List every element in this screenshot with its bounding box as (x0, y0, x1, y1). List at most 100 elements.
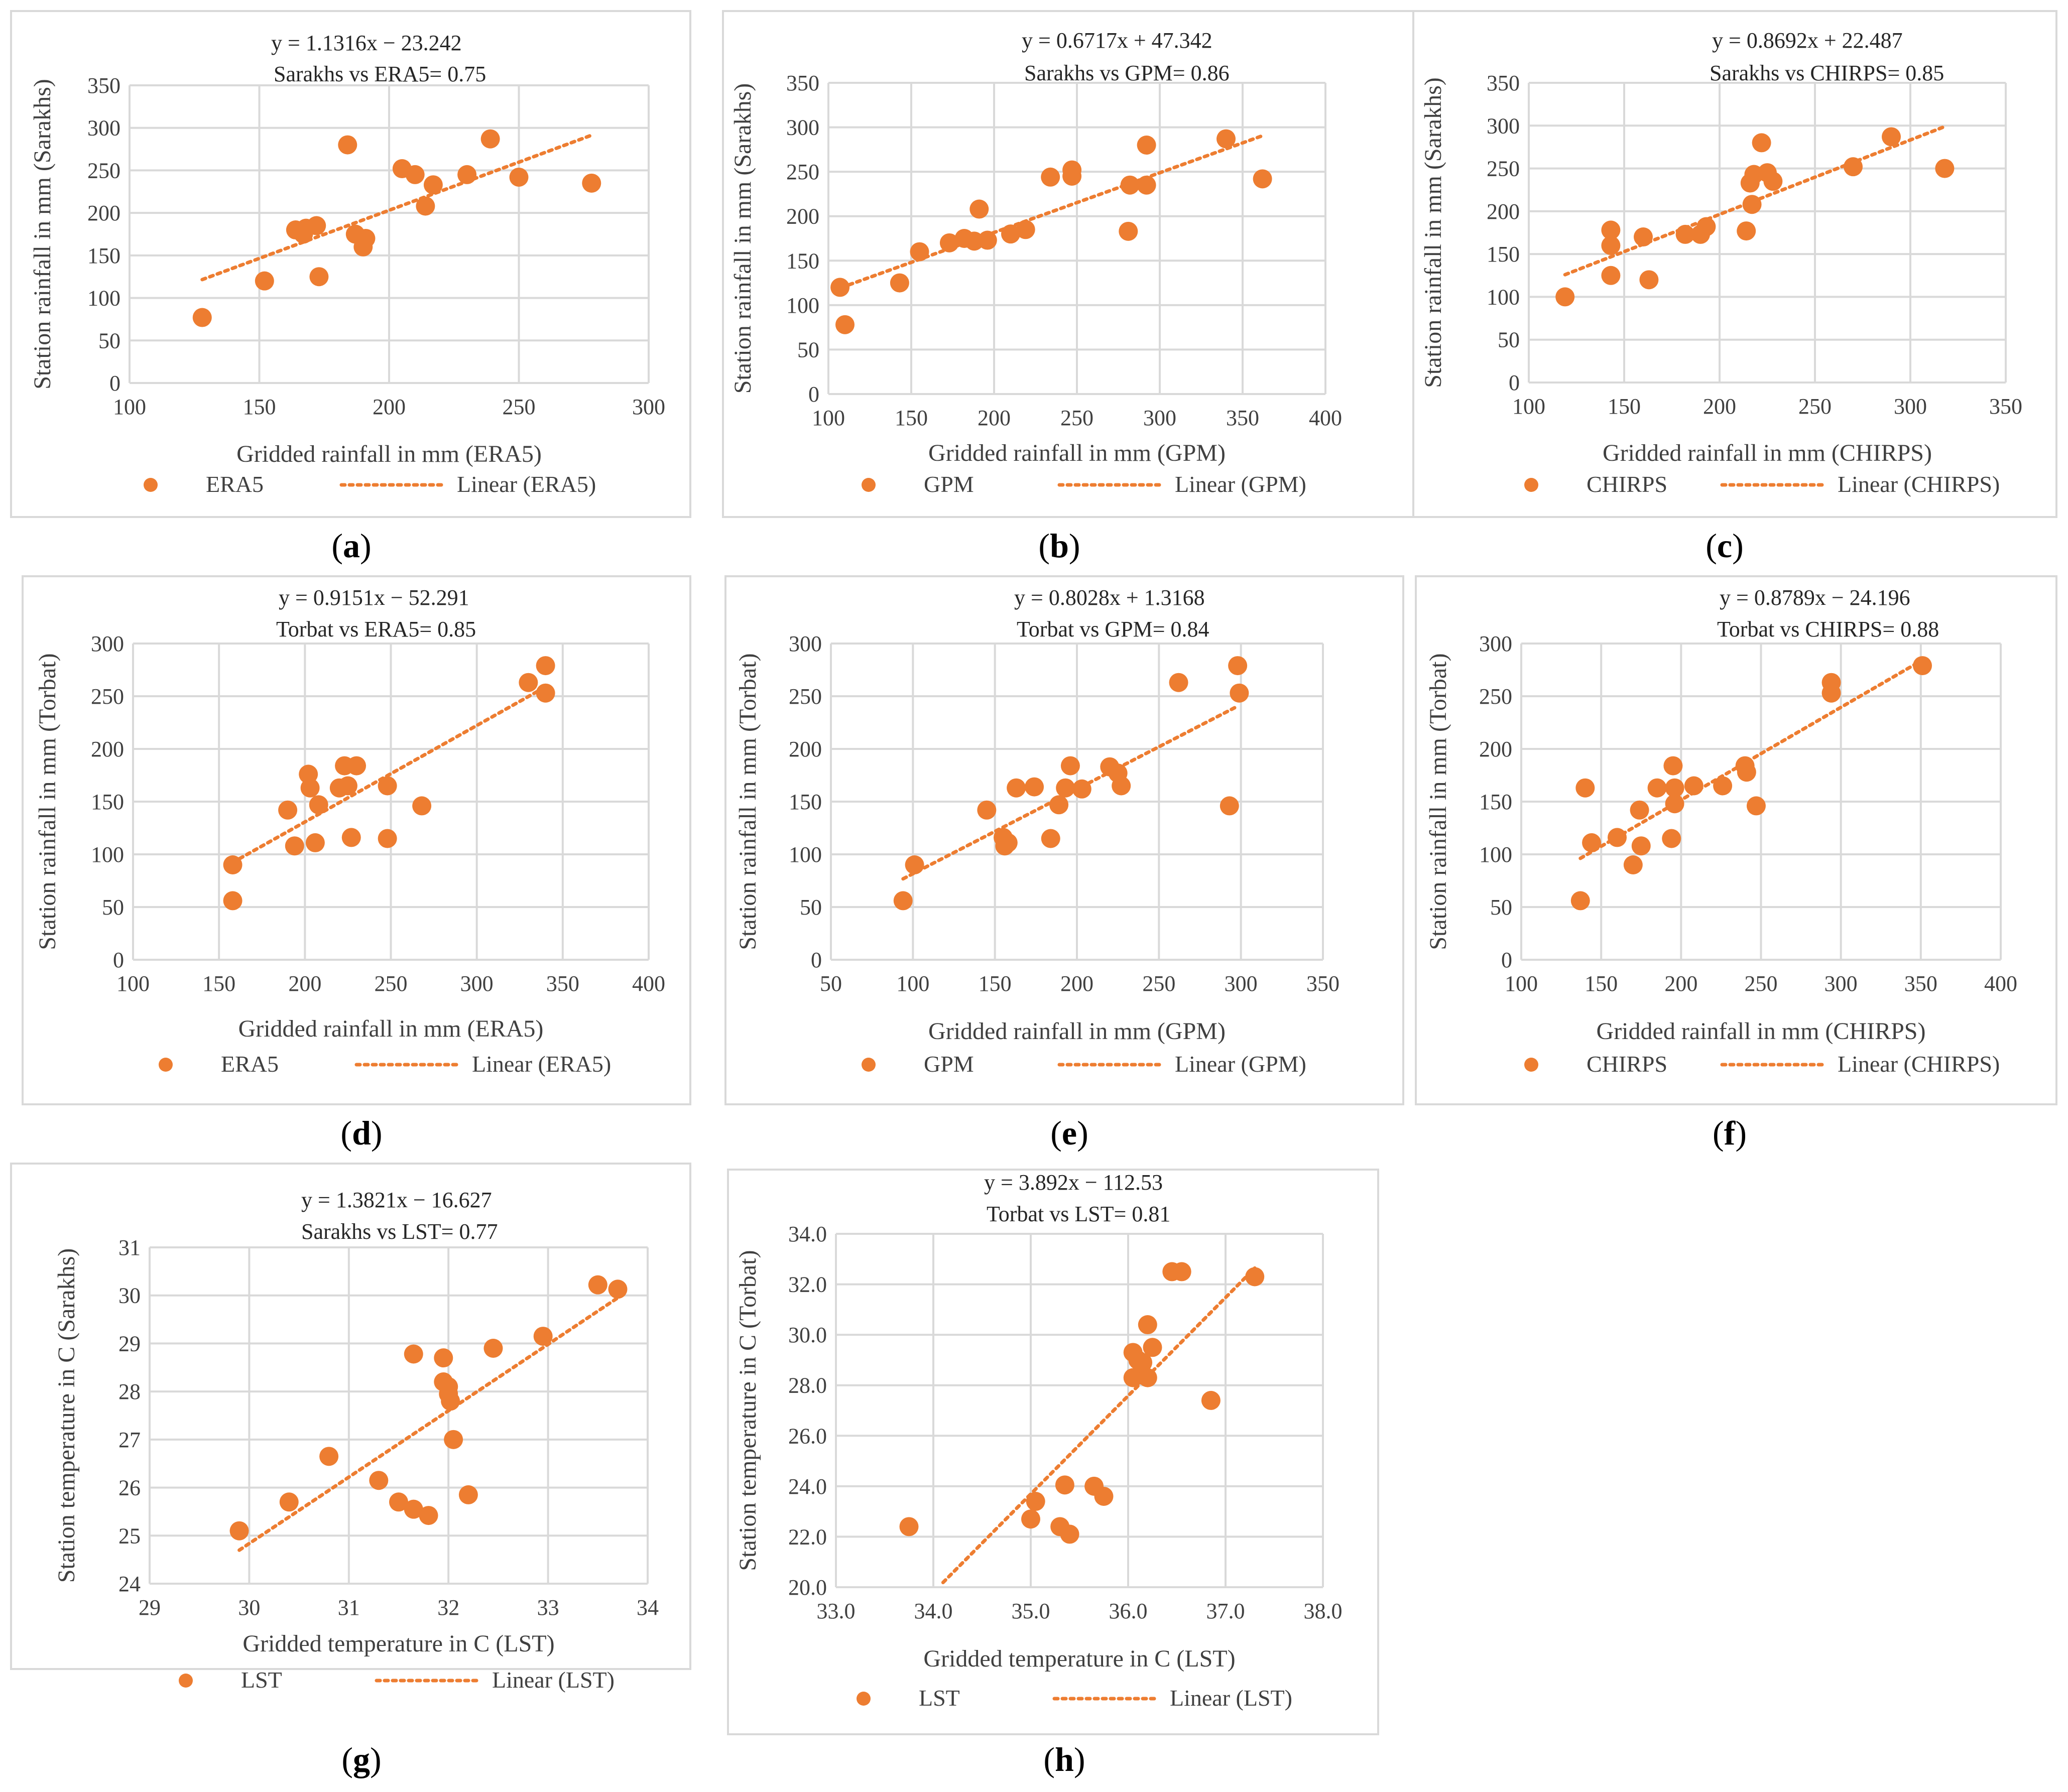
x-tick-label: 350 (1904, 971, 1937, 996)
y-tick-label: 200 (1479, 737, 1512, 761)
data-point (1684, 776, 1704, 796)
y-axis-title: Station rainfall in mm (Sarakhs) (29, 79, 56, 390)
legend-marker-icon (862, 1058, 876, 1072)
legend: CHIRPS Linear (CHIRPS) (1524, 471, 2000, 497)
data-point (536, 683, 555, 703)
data-point (1639, 270, 1659, 290)
x-tick-label: 37.0 (1206, 1599, 1245, 1623)
y-tick-label: 150 (789, 790, 822, 814)
y-tick-label: 150 (1479, 790, 1512, 814)
trend-equation: y = 1.1316x − 23.242 (271, 31, 462, 55)
data-point (1665, 778, 1684, 798)
trend-equation: y = 0.8692x + 22.487 (1712, 28, 1903, 53)
x-tick-label: 150 (895, 406, 928, 430)
y-tick-label: 0 (811, 948, 822, 972)
data-point (939, 233, 959, 252)
data-point (1062, 160, 1082, 180)
data-point (1582, 833, 1602, 852)
data-point (1049, 795, 1069, 815)
x-axis-title: Gridded rainfall in mm (ERA5) (236, 441, 542, 467)
y-tick-label: 50 (1490, 895, 1512, 920)
data-point (1675, 224, 1695, 244)
data-point (347, 756, 367, 776)
y-tick-label: 350 (87, 73, 120, 98)
data-point (1119, 221, 1138, 241)
data-point (423, 175, 443, 195)
x-tick-label: 350 (1226, 406, 1259, 430)
data-point (835, 315, 855, 334)
data-point (434, 1348, 453, 1368)
data-point (356, 228, 376, 248)
y-tick-label: 0 (1509, 370, 1520, 395)
data-point (1601, 236, 1621, 255)
x-axis-title: Gridded rainfall in mm (ERA5) (238, 1015, 544, 1042)
y-tick-label: 150 (87, 243, 120, 268)
correlation-annotation: Sarakhs vs GPM= 0.86 (1024, 61, 1230, 85)
y-axis-title: Station rainfall in mm (Sarakhs) (1420, 77, 1446, 388)
y-tick-label: 100 (786, 293, 819, 318)
x-tick-label: 300 (1894, 394, 1927, 419)
panel-border (10, 10, 691, 518)
data-point (1217, 129, 1236, 149)
data-point (1575, 778, 1595, 798)
data-point (830, 278, 850, 297)
y-tick-label: 28.0 (788, 1373, 827, 1398)
data-point (1060, 756, 1080, 776)
data-point (608, 1279, 628, 1299)
y-tick-label: 200 (789, 737, 822, 761)
y-tick-label: 26 (118, 1476, 141, 1500)
legend-trend-label: Linear (ERA5) (472, 1051, 611, 1077)
x-tick-label: 200 (1664, 971, 1697, 996)
y-axis-title: Station rainfall in mm (Sarakhs) (729, 83, 756, 394)
data-point (1120, 175, 1140, 195)
correlation-annotation: Torbat vs LST= 0.81 (987, 1202, 1170, 1226)
y-tick-label: 50 (102, 895, 124, 920)
data-point (582, 173, 601, 193)
y-tick-label: 300 (1487, 113, 1520, 138)
data-point (369, 1471, 389, 1490)
panel-label: (a) (331, 527, 371, 565)
y-tick-label: 150 (1487, 242, 1520, 267)
panel-label: (f) (1713, 1114, 1747, 1152)
legend: ERA5 Linear (ERA5) (159, 1051, 611, 1077)
legend-marker-icon (1524, 478, 1538, 492)
legend-marker-icon (159, 1058, 173, 1072)
y-tick-label: 250 (87, 158, 120, 183)
x-axis-title: Gridded rainfall in mm (GPM) (928, 440, 1226, 466)
legend: LST Linear (LST) (179, 1667, 615, 1693)
x-tick-label: 200 (373, 395, 406, 419)
x-tick-label: 300 (460, 971, 494, 996)
y-tick-label: 250 (786, 160, 819, 184)
x-tick-label: 100 (812, 406, 845, 430)
x-tick-label: 100 (1512, 394, 1545, 419)
data-point (1143, 1338, 1162, 1357)
data-point (405, 165, 425, 184)
data-point (893, 891, 913, 911)
legend: ERA5 Linear (ERA5) (144, 471, 596, 497)
legend-series-label: ERA5 (221, 1051, 279, 1077)
data-point (1623, 855, 1643, 874)
x-tick-label: 350 (546, 971, 579, 996)
data-point (899, 1517, 919, 1537)
chart-panel-b: 0 50 100 150 200 250 300 350 100 150 200 250 300 350 4… (722, 10, 1433, 565)
x-tick-label: 32 (437, 1595, 459, 1620)
x-tick-label: 30 (238, 1595, 260, 1620)
data-point (998, 833, 1018, 852)
data-point (309, 795, 328, 815)
x-tick-label: 300 (1225, 971, 1258, 996)
y-tick-label: 20.0 (788, 1575, 827, 1600)
data-point (1737, 221, 1756, 241)
data-point (1060, 1524, 1079, 1544)
x-tick-label: 38.0 (1304, 1599, 1343, 1623)
data-point (1138, 1315, 1157, 1335)
data-point (223, 891, 242, 911)
data-point (1169, 673, 1188, 692)
x-tick-label: 36.0 (1109, 1599, 1148, 1623)
x-axis-title: Gridded rainfall in mm (CHIRPS) (1597, 1018, 1926, 1045)
x-tick-label: 300 (632, 395, 665, 419)
data-point (1230, 683, 1249, 703)
data-point (905, 855, 924, 874)
y-tick-label: 50 (98, 328, 120, 353)
y-tick-label: 50 (797, 337, 819, 362)
